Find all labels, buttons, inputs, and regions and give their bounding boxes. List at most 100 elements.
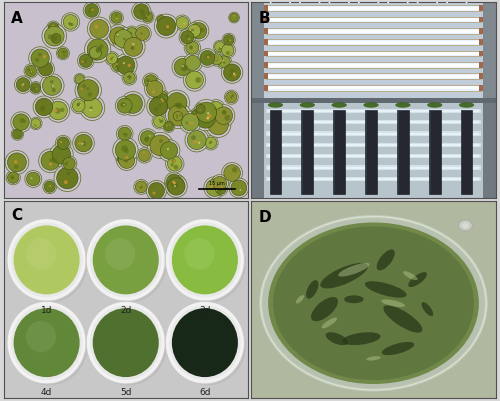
Circle shape bbox=[186, 36, 188, 38]
Circle shape bbox=[144, 138, 148, 142]
Circle shape bbox=[114, 30, 132, 49]
Ellipse shape bbox=[381, 300, 405, 307]
Circle shape bbox=[174, 184, 178, 187]
Circle shape bbox=[82, 99, 102, 119]
Circle shape bbox=[99, 45, 103, 50]
Circle shape bbox=[121, 92, 145, 116]
Bar bbox=[266, 132, 482, 136]
Circle shape bbox=[234, 16, 235, 17]
Circle shape bbox=[128, 65, 131, 68]
Circle shape bbox=[164, 174, 186, 197]
Circle shape bbox=[5, 151, 29, 175]
Circle shape bbox=[192, 32, 194, 34]
Circle shape bbox=[149, 136, 150, 138]
Ellipse shape bbox=[14, 226, 80, 295]
Circle shape bbox=[62, 51, 64, 54]
Circle shape bbox=[38, 63, 52, 77]
Circle shape bbox=[64, 181, 68, 184]
Circle shape bbox=[190, 48, 192, 50]
Circle shape bbox=[121, 146, 128, 152]
Circle shape bbox=[113, 138, 138, 164]
Circle shape bbox=[43, 56, 46, 59]
Circle shape bbox=[176, 185, 178, 188]
Ellipse shape bbox=[306, 280, 318, 299]
Circle shape bbox=[148, 133, 173, 159]
Circle shape bbox=[136, 182, 147, 193]
Circle shape bbox=[14, 161, 18, 164]
Circle shape bbox=[214, 43, 225, 53]
Bar bbox=[268, 122, 479, 124]
Circle shape bbox=[85, 4, 98, 18]
Circle shape bbox=[208, 100, 225, 118]
Circle shape bbox=[62, 14, 80, 32]
Circle shape bbox=[42, 25, 66, 49]
Circle shape bbox=[182, 24, 184, 26]
Bar bbox=[460, 111, 472, 194]
Circle shape bbox=[6, 171, 20, 185]
Bar bbox=[268, 8, 479, 11]
Bar bbox=[266, 51, 482, 57]
Circle shape bbox=[62, 156, 77, 172]
Circle shape bbox=[71, 99, 86, 114]
Circle shape bbox=[154, 116, 166, 128]
Circle shape bbox=[110, 58, 126, 74]
Circle shape bbox=[84, 87, 86, 89]
Bar bbox=[251, 3, 264, 101]
Circle shape bbox=[118, 153, 134, 169]
Circle shape bbox=[74, 74, 86, 86]
Circle shape bbox=[117, 99, 132, 114]
Circle shape bbox=[31, 119, 41, 129]
Bar bbox=[268, 145, 479, 146]
Circle shape bbox=[164, 26, 169, 31]
Circle shape bbox=[126, 77, 130, 81]
Circle shape bbox=[8, 154, 26, 172]
Ellipse shape bbox=[184, 239, 214, 270]
Circle shape bbox=[214, 58, 218, 62]
Ellipse shape bbox=[7, 219, 86, 302]
Circle shape bbox=[159, 140, 163, 144]
Bar bbox=[482, 3, 496, 101]
Circle shape bbox=[166, 103, 191, 129]
Circle shape bbox=[146, 95, 170, 119]
Circle shape bbox=[164, 91, 190, 116]
Circle shape bbox=[220, 48, 222, 50]
Circle shape bbox=[160, 96, 162, 99]
Circle shape bbox=[172, 111, 184, 123]
Circle shape bbox=[220, 43, 236, 59]
Circle shape bbox=[130, 47, 134, 51]
Circle shape bbox=[44, 182, 55, 193]
Bar bbox=[302, 111, 313, 194]
Circle shape bbox=[68, 23, 70, 26]
Circle shape bbox=[31, 50, 49, 68]
Circle shape bbox=[116, 35, 119, 38]
Circle shape bbox=[88, 46, 103, 61]
Circle shape bbox=[165, 173, 182, 190]
Circle shape bbox=[56, 168, 78, 189]
Circle shape bbox=[16, 79, 30, 92]
Circle shape bbox=[126, 156, 128, 160]
Circle shape bbox=[78, 142, 82, 146]
Circle shape bbox=[174, 165, 178, 170]
Circle shape bbox=[204, 56, 208, 60]
Circle shape bbox=[191, 110, 202, 122]
Circle shape bbox=[222, 163, 242, 184]
Circle shape bbox=[196, 105, 205, 114]
Bar bbox=[264, 74, 268, 80]
Circle shape bbox=[31, 178, 32, 180]
Circle shape bbox=[112, 59, 114, 61]
Circle shape bbox=[186, 36, 190, 38]
Bar bbox=[268, 133, 479, 135]
Text: 6d: 6d bbox=[199, 387, 210, 396]
Ellipse shape bbox=[422, 302, 433, 316]
Circle shape bbox=[48, 35, 53, 41]
Circle shape bbox=[36, 89, 37, 90]
Ellipse shape bbox=[10, 222, 88, 303]
Circle shape bbox=[172, 182, 176, 185]
Bar bbox=[268, 53, 479, 56]
Circle shape bbox=[44, 27, 64, 47]
Circle shape bbox=[116, 57, 135, 75]
Circle shape bbox=[114, 55, 137, 77]
Circle shape bbox=[223, 62, 226, 65]
Circle shape bbox=[56, 37, 58, 39]
Circle shape bbox=[37, 61, 54, 79]
